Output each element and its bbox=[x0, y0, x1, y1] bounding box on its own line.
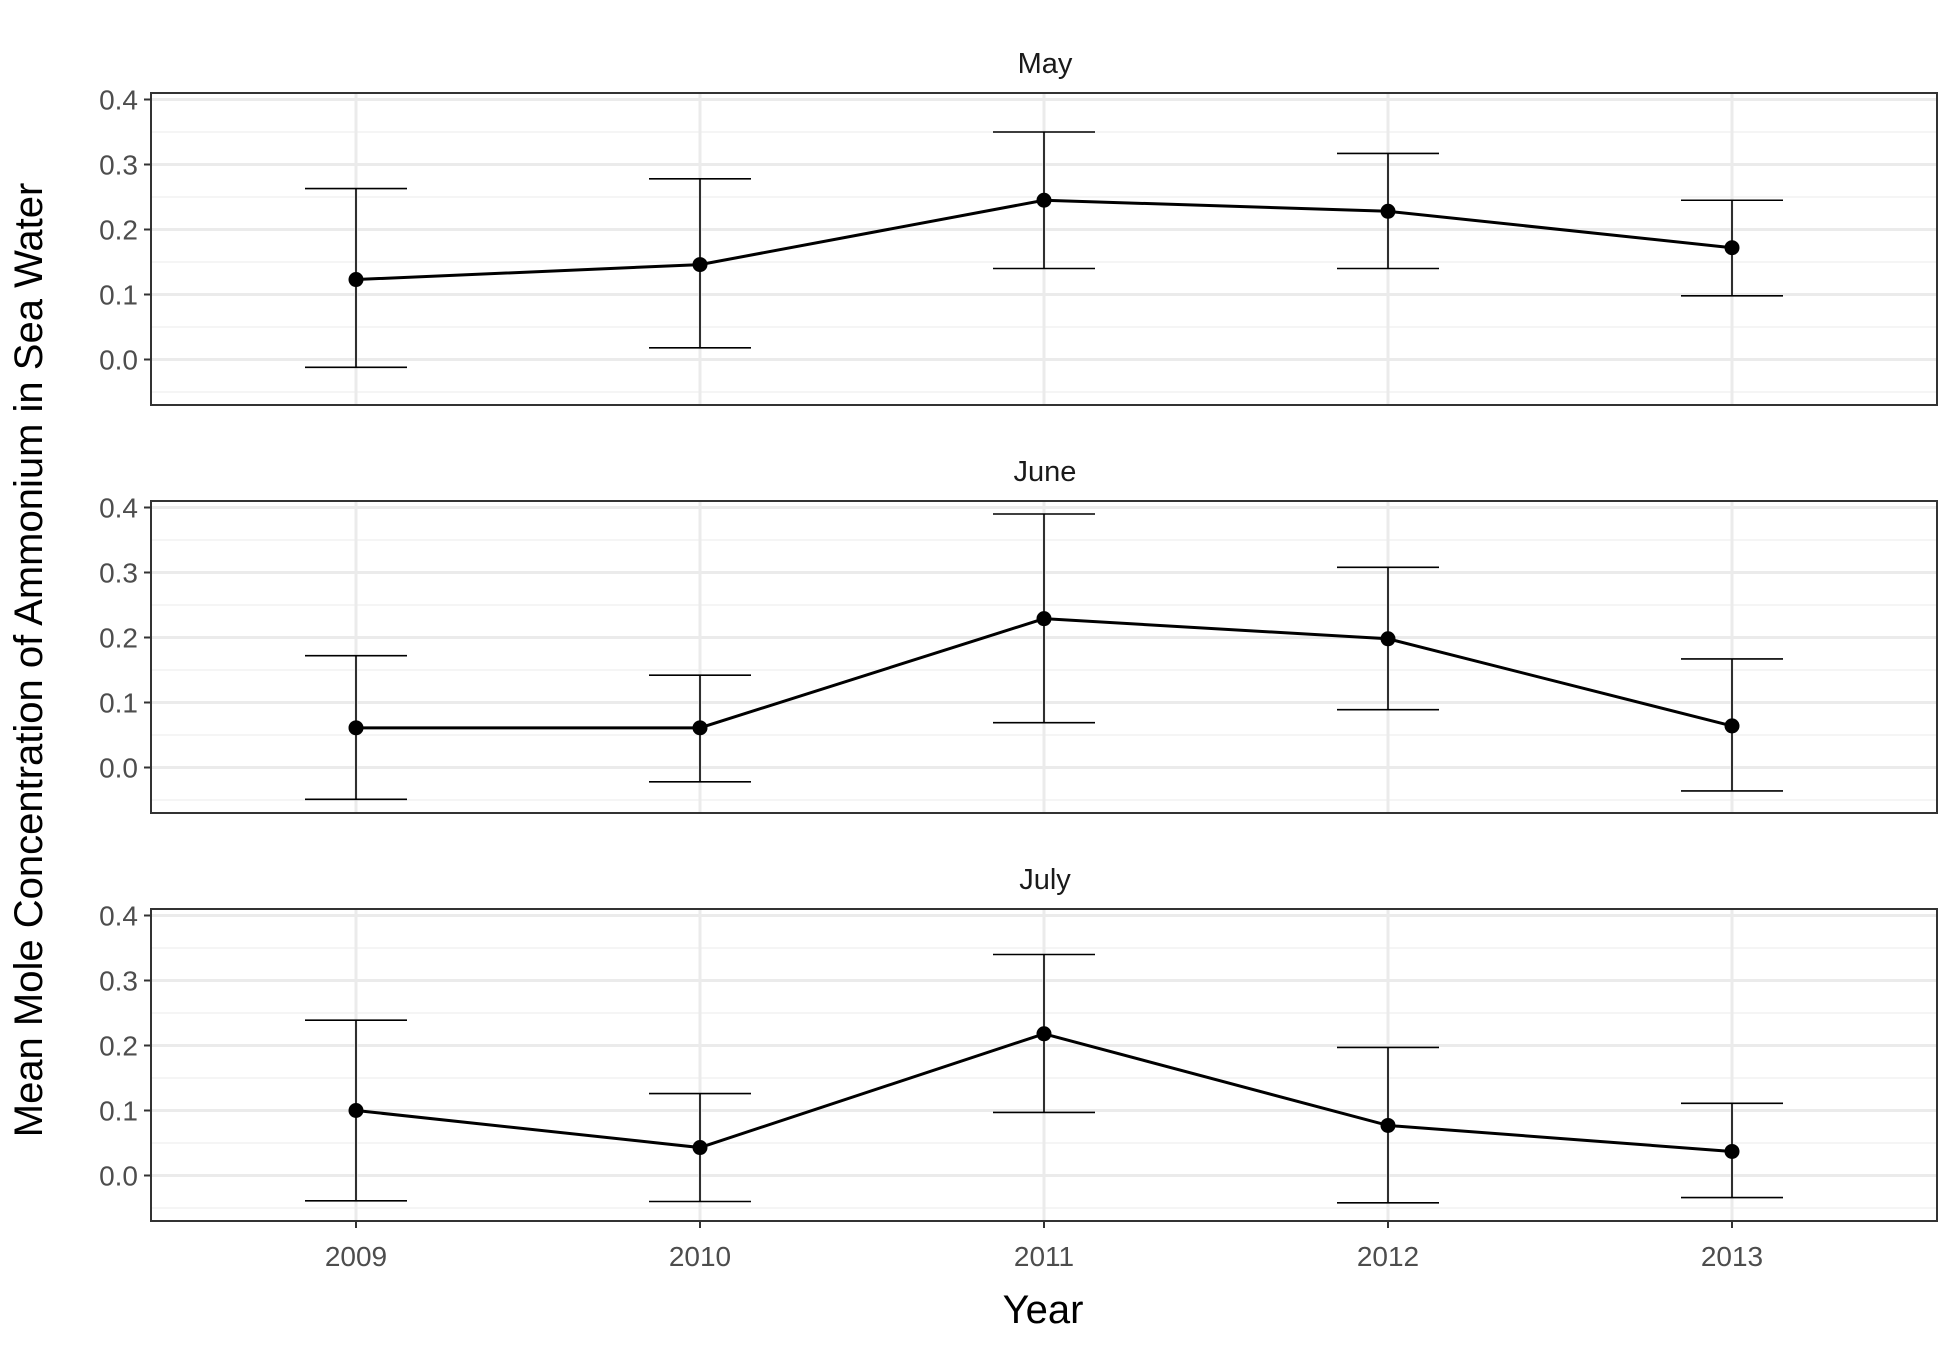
data-point bbox=[1380, 631, 1396, 647]
y-axis-title: Mean Mole Concentration of Ammonium in S… bbox=[7, 183, 51, 1138]
data-point bbox=[692, 257, 708, 273]
y-tick-label: 0.0 bbox=[99, 345, 138, 376]
y-tick-label: 0.1 bbox=[99, 688, 138, 719]
y-tick-label: 0.4 bbox=[99, 493, 138, 524]
panel-may: 0.0 0.1 0.2 0.3 0.4 May bbox=[99, 48, 1938, 406]
y-tick-label: 0.1 bbox=[99, 280, 138, 311]
x-tick-label: 2009 bbox=[325, 1241, 387, 1272]
data-point bbox=[1036, 1026, 1052, 1042]
data-point bbox=[348, 720, 364, 736]
panel-title: May bbox=[1018, 48, 1073, 80]
x-axis-title: Year bbox=[1003, 1288, 1084, 1332]
data-point bbox=[692, 720, 708, 736]
data-point bbox=[1036, 611, 1052, 627]
data-point bbox=[348, 1103, 364, 1118]
data-point bbox=[1036, 192, 1052, 208]
y-tick-label: 0.4 bbox=[99, 901, 138, 932]
x-tick-label: 2012 bbox=[1357, 1241, 1419, 1272]
data-point bbox=[1724, 1143, 1740, 1159]
y-tick-label: 0.2 bbox=[99, 1031, 138, 1062]
data-point bbox=[692, 1140, 708, 1156]
y-tick-label: 0.0 bbox=[99, 1161, 138, 1192]
panel-title: June bbox=[1014, 456, 1077, 488]
panel-border bbox=[150, 500, 1938, 814]
panel-june: 0.0 0.1 0.2 0.3 0.4 June bbox=[99, 456, 1938, 814]
data-point bbox=[348, 272, 364, 288]
y-tick-label: 0.1 bbox=[99, 1096, 138, 1127]
y-tick-label: 0.0 bbox=[99, 753, 138, 784]
y-tick-label: 0.3 bbox=[99, 150, 138, 181]
panel-title: July bbox=[1019, 864, 1071, 896]
panel-july: 0.0 0.1 0.2 0.3 0.4 July 2009 2010 2011 2012 2013 bbox=[99, 864, 1938, 1272]
y-tick-label: 0.2 bbox=[99, 215, 138, 246]
y-tick-label: 0.3 bbox=[99, 966, 138, 997]
x-tick-label: 2011 bbox=[1014, 1241, 1074, 1272]
y-tick-label: 0.3 bbox=[99, 558, 138, 589]
x-tick-label: 2013 bbox=[1701, 1241, 1763, 1272]
data-point bbox=[1380, 1117, 1396, 1133]
x-tick-label: 2010 bbox=[669, 1241, 731, 1272]
data-point bbox=[1380, 203, 1396, 219]
data-point bbox=[1724, 718, 1740, 734]
panel-border bbox=[150, 92, 1938, 406]
data-point bbox=[1724, 240, 1740, 256]
y-tick-label: 0.2 bbox=[99, 623, 138, 654]
y-tick-label: 0.4 bbox=[99, 85, 138, 116]
